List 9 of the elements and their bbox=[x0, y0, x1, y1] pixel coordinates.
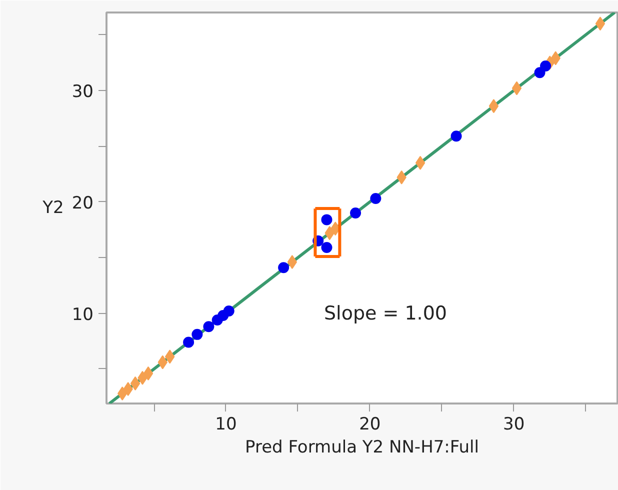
x-tick-label: 20 bbox=[359, 414, 381, 434]
x-tick-label: 10 bbox=[215, 414, 237, 434]
annotation: Slope = 1.00 bbox=[324, 302, 448, 324]
y-tick-label: 30 bbox=[72, 82, 94, 102]
x-tick-label: 30 bbox=[503, 414, 525, 434]
y-axis-title: Y2 bbox=[42, 198, 64, 218]
y-tick-label: 10 bbox=[72, 304, 94, 325]
x-axis-title: Pred Formula Y2 NN-H7:Full bbox=[245, 438, 479, 458]
y-tick-label: 20 bbox=[72, 193, 94, 214]
